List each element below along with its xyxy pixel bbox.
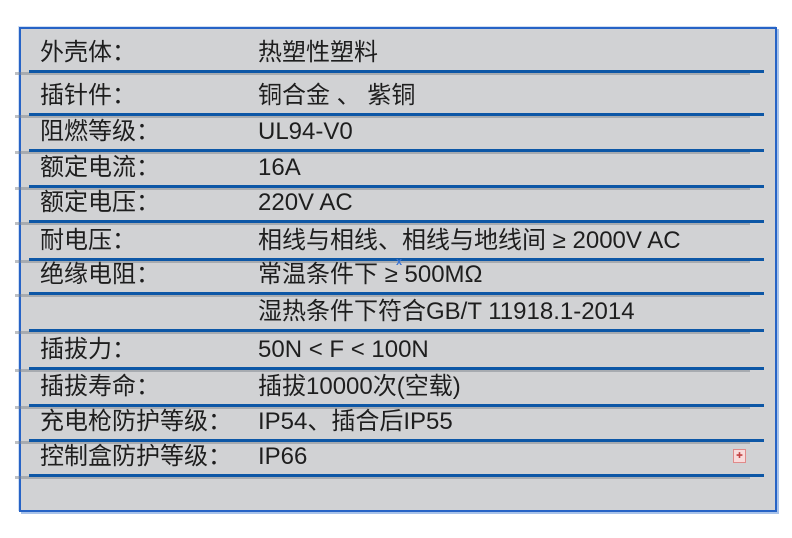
spec-label: 外壳体： [40, 39, 136, 66]
spec-rows: 外壳体： 热塑性塑料 插针件： 铜合金 、 紫铜 阻燃等级： UL94-V0 额… [29, 29, 764, 477]
spec-value: IP66 [258, 443, 308, 470]
spec-row-rated-voltage: 额定电压： 220V AC [29, 188, 764, 223]
spec-label: 阻燃等级： [40, 118, 160, 145]
spec-row-control-box-ip-rating: 控制盒防护等级： IP66 [29, 442, 764, 477]
broken-image-marker-icon: x [396, 256, 403, 268]
spec-label: 控制盒防护等级： [40, 443, 232, 470]
spec-row-insulation-resistance-2: 湿热条件下符合GB/T 11918.1-2014 [29, 295, 764, 332]
spec-value: 16A [258, 154, 301, 181]
spec-label: 额定电压： [40, 189, 160, 216]
spec-row-pin: 插针件： 铜合金 、 紫铜 [29, 73, 764, 116]
spec-label: 绝缘电阻： [40, 261, 160, 288]
spec-row-insulation-resistance: 绝缘电阻： 常温条件下 ≥ 500MΩ [29, 261, 764, 295]
spec-value: IP54、插合后IP55 [258, 408, 453, 435]
spec-row-housing: 外壳体： 热塑性塑料 [29, 29, 764, 73]
spec-value: 220V AC [258, 189, 353, 216]
spec-label: 充电枪防护等级： [40, 408, 232, 435]
spec-row-flame-rating: 阻燃等级： UL94-V0 [29, 116, 764, 152]
spec-row-withstand-voltage: 耐电压： 相线与相线、相线与地线间 ≥ 2000V AC [29, 223, 764, 261]
spec-label: 额定电流： [40, 154, 160, 181]
spec-row-rated-current: 额定电流： 16A [29, 152, 764, 188]
spec-value: 相线与相线、相线与地线间 ≥ 2000V AC [258, 227, 681, 254]
spec-value: 湿热条件下符合GB/T 11918.1-2014 [258, 298, 635, 325]
spec-label: 插拔寿命： [40, 373, 160, 400]
spec-value: 热塑性塑料 [258, 39, 378, 66]
spec-value: UL94-V0 [258, 118, 353, 145]
spec-value: 插拔10000次(空载) [258, 373, 461, 400]
spec-label: 插拔力： [40, 336, 136, 363]
spec-row-gun-ip-rating: 充电枪防护等级： IP54、插合后IP55 [29, 407, 764, 442]
broken-image-icon: ✚ [733, 449, 746, 463]
spec-value: 铜合金 、 紫铜 [258, 82, 416, 109]
spec-row-mating-life: 插拔寿命： 插拔10000次(空载) [29, 370, 764, 407]
spec-table: 外壳体： 热塑性塑料 插针件： 铜合金 、 紫铜 阻燃等级： UL94-V0 额… [19, 27, 777, 512]
spec-label: 耐电压： [40, 227, 136, 254]
spec-value: 常温条件下 ≥ 500MΩ [258, 261, 483, 288]
spec-row-insertion-force: 插拔力： 50N < F < 100N [29, 332, 764, 370]
spec-label: 插针件： [40, 82, 136, 109]
spec-value: 50N < F < 100N [258, 336, 429, 363]
